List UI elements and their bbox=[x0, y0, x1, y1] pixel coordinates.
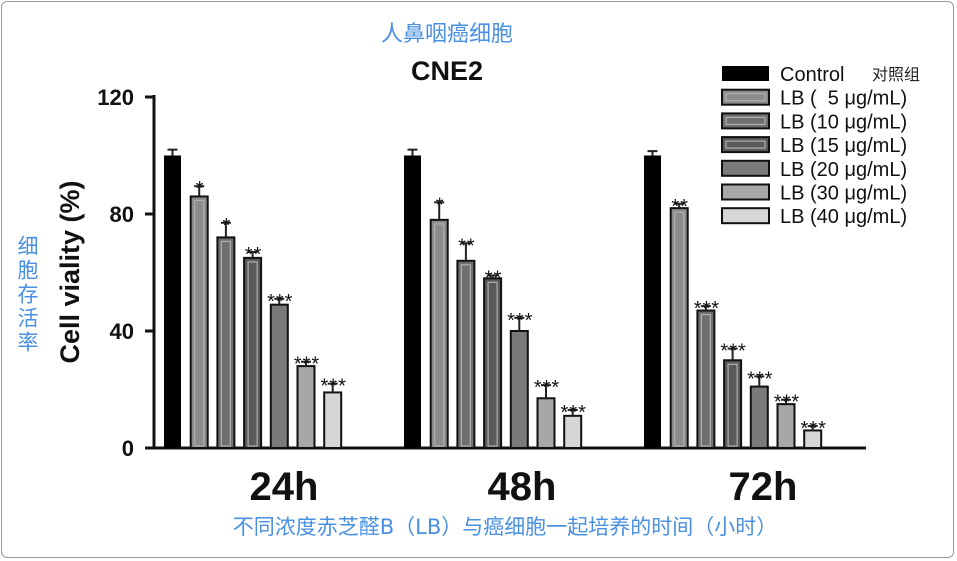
bar-inner-outline bbox=[674, 211, 685, 447]
significance-marker: *** bbox=[720, 341, 746, 363]
significance-marker: *** bbox=[321, 376, 347, 398]
significance-marker: *** bbox=[267, 291, 293, 313]
bar-inner-outline bbox=[220, 240, 231, 447]
bar-inner-outline bbox=[434, 223, 445, 447]
legend-label: LB ( 5 μg/mL) bbox=[780, 88, 907, 110]
bar bbox=[243, 256, 263, 449]
y-axis-label: Cell viality (%) bbox=[55, 180, 85, 363]
chart-title: CNE2 bbox=[411, 56, 483, 86]
bar bbox=[509, 330, 529, 449]
chinese-xlabel: 不同浓度赤芝醛B（LB）与癌细胞一起培养的时间（小时） bbox=[233, 515, 778, 539]
bar bbox=[404, 155, 421, 448]
significance-marker: * bbox=[436, 194, 445, 216]
legend-label: LB (10 μg/mL) bbox=[780, 111, 907, 133]
significance-marker: ** bbox=[458, 235, 476, 257]
legend-swatch bbox=[721, 136, 770, 154]
significance-marker: *** bbox=[534, 377, 560, 399]
bar-inner-outline bbox=[727, 363, 738, 447]
bar bbox=[536, 397, 556, 449]
y-tick-label: 40 bbox=[110, 319, 134, 344]
legend-control-cn: 对照组 bbox=[872, 65, 920, 84]
legend-label: Control bbox=[780, 64, 844, 86]
legend-swatch bbox=[721, 183, 770, 201]
legend-swatch-inner bbox=[725, 93, 766, 102]
bar bbox=[323, 391, 343, 449]
bar bbox=[216, 236, 236, 449]
bar bbox=[189, 195, 209, 449]
significance-marker: * bbox=[223, 215, 232, 237]
bar bbox=[269, 303, 289, 449]
bar-inner-outline bbox=[194, 199, 205, 447]
legend-label: LB (40 μg/mL) bbox=[780, 206, 907, 228]
bar bbox=[483, 277, 503, 449]
significance-marker: *** bbox=[801, 418, 827, 440]
legend-swatch bbox=[722, 66, 769, 81]
bar-inner-outline bbox=[460, 264, 471, 447]
x-category-label: 24h bbox=[250, 465, 319, 509]
legend-swatch-inner bbox=[725, 116, 766, 126]
y-tick-label: 80 bbox=[110, 202, 134, 227]
bar bbox=[669, 207, 689, 449]
legend-swatch-inner bbox=[725, 140, 766, 149]
legend-swatch bbox=[721, 207, 770, 225]
significance-marker: *** bbox=[774, 392, 800, 414]
bar-inner-outline bbox=[700, 313, 712, 447]
significance-marker: *** bbox=[507, 310, 533, 332]
chinese-ylabel: 细胞存活率 bbox=[15, 235, 39, 355]
bar bbox=[456, 259, 476, 449]
significance-marker: * bbox=[196, 178, 205, 200]
significance-marker: ** bbox=[245, 244, 263, 266]
y-tick-label: 0 bbox=[122, 436, 134, 461]
chinese-title: 人鼻咽癌细胞 bbox=[381, 22, 513, 47]
legend-label: LB (15 μg/mL) bbox=[780, 135, 907, 157]
bar-inner-outline bbox=[487, 281, 498, 447]
legend-swatch bbox=[721, 112, 770, 130]
bar bbox=[644, 155, 661, 448]
bar bbox=[723, 359, 743, 449]
significance-marker: *** bbox=[294, 354, 320, 376]
x-category-label: 72h bbox=[729, 465, 798, 509]
significance-marker: *** bbox=[747, 368, 773, 390]
bar-inner-outline bbox=[247, 261, 258, 447]
significance-marker: *** bbox=[561, 402, 587, 424]
bar bbox=[749, 385, 769, 450]
legend-label: LB (20 μg/mL) bbox=[780, 159, 907, 181]
significance-marker: ** bbox=[671, 196, 689, 218]
legend-swatch bbox=[721, 159, 770, 177]
bar bbox=[696, 309, 716, 449]
significance-marker: ** bbox=[485, 267, 503, 289]
bar bbox=[296, 365, 316, 450]
significance-marker: *** bbox=[694, 298, 720, 320]
legend-label: LB (30 μg/mL) bbox=[780, 183, 907, 205]
x-category-label: 48h bbox=[488, 465, 557, 509]
legend-swatch bbox=[721, 88, 770, 106]
bar bbox=[429, 218, 449, 449]
bar bbox=[164, 155, 181, 448]
y-tick-label: 120 bbox=[97, 85, 134, 110]
